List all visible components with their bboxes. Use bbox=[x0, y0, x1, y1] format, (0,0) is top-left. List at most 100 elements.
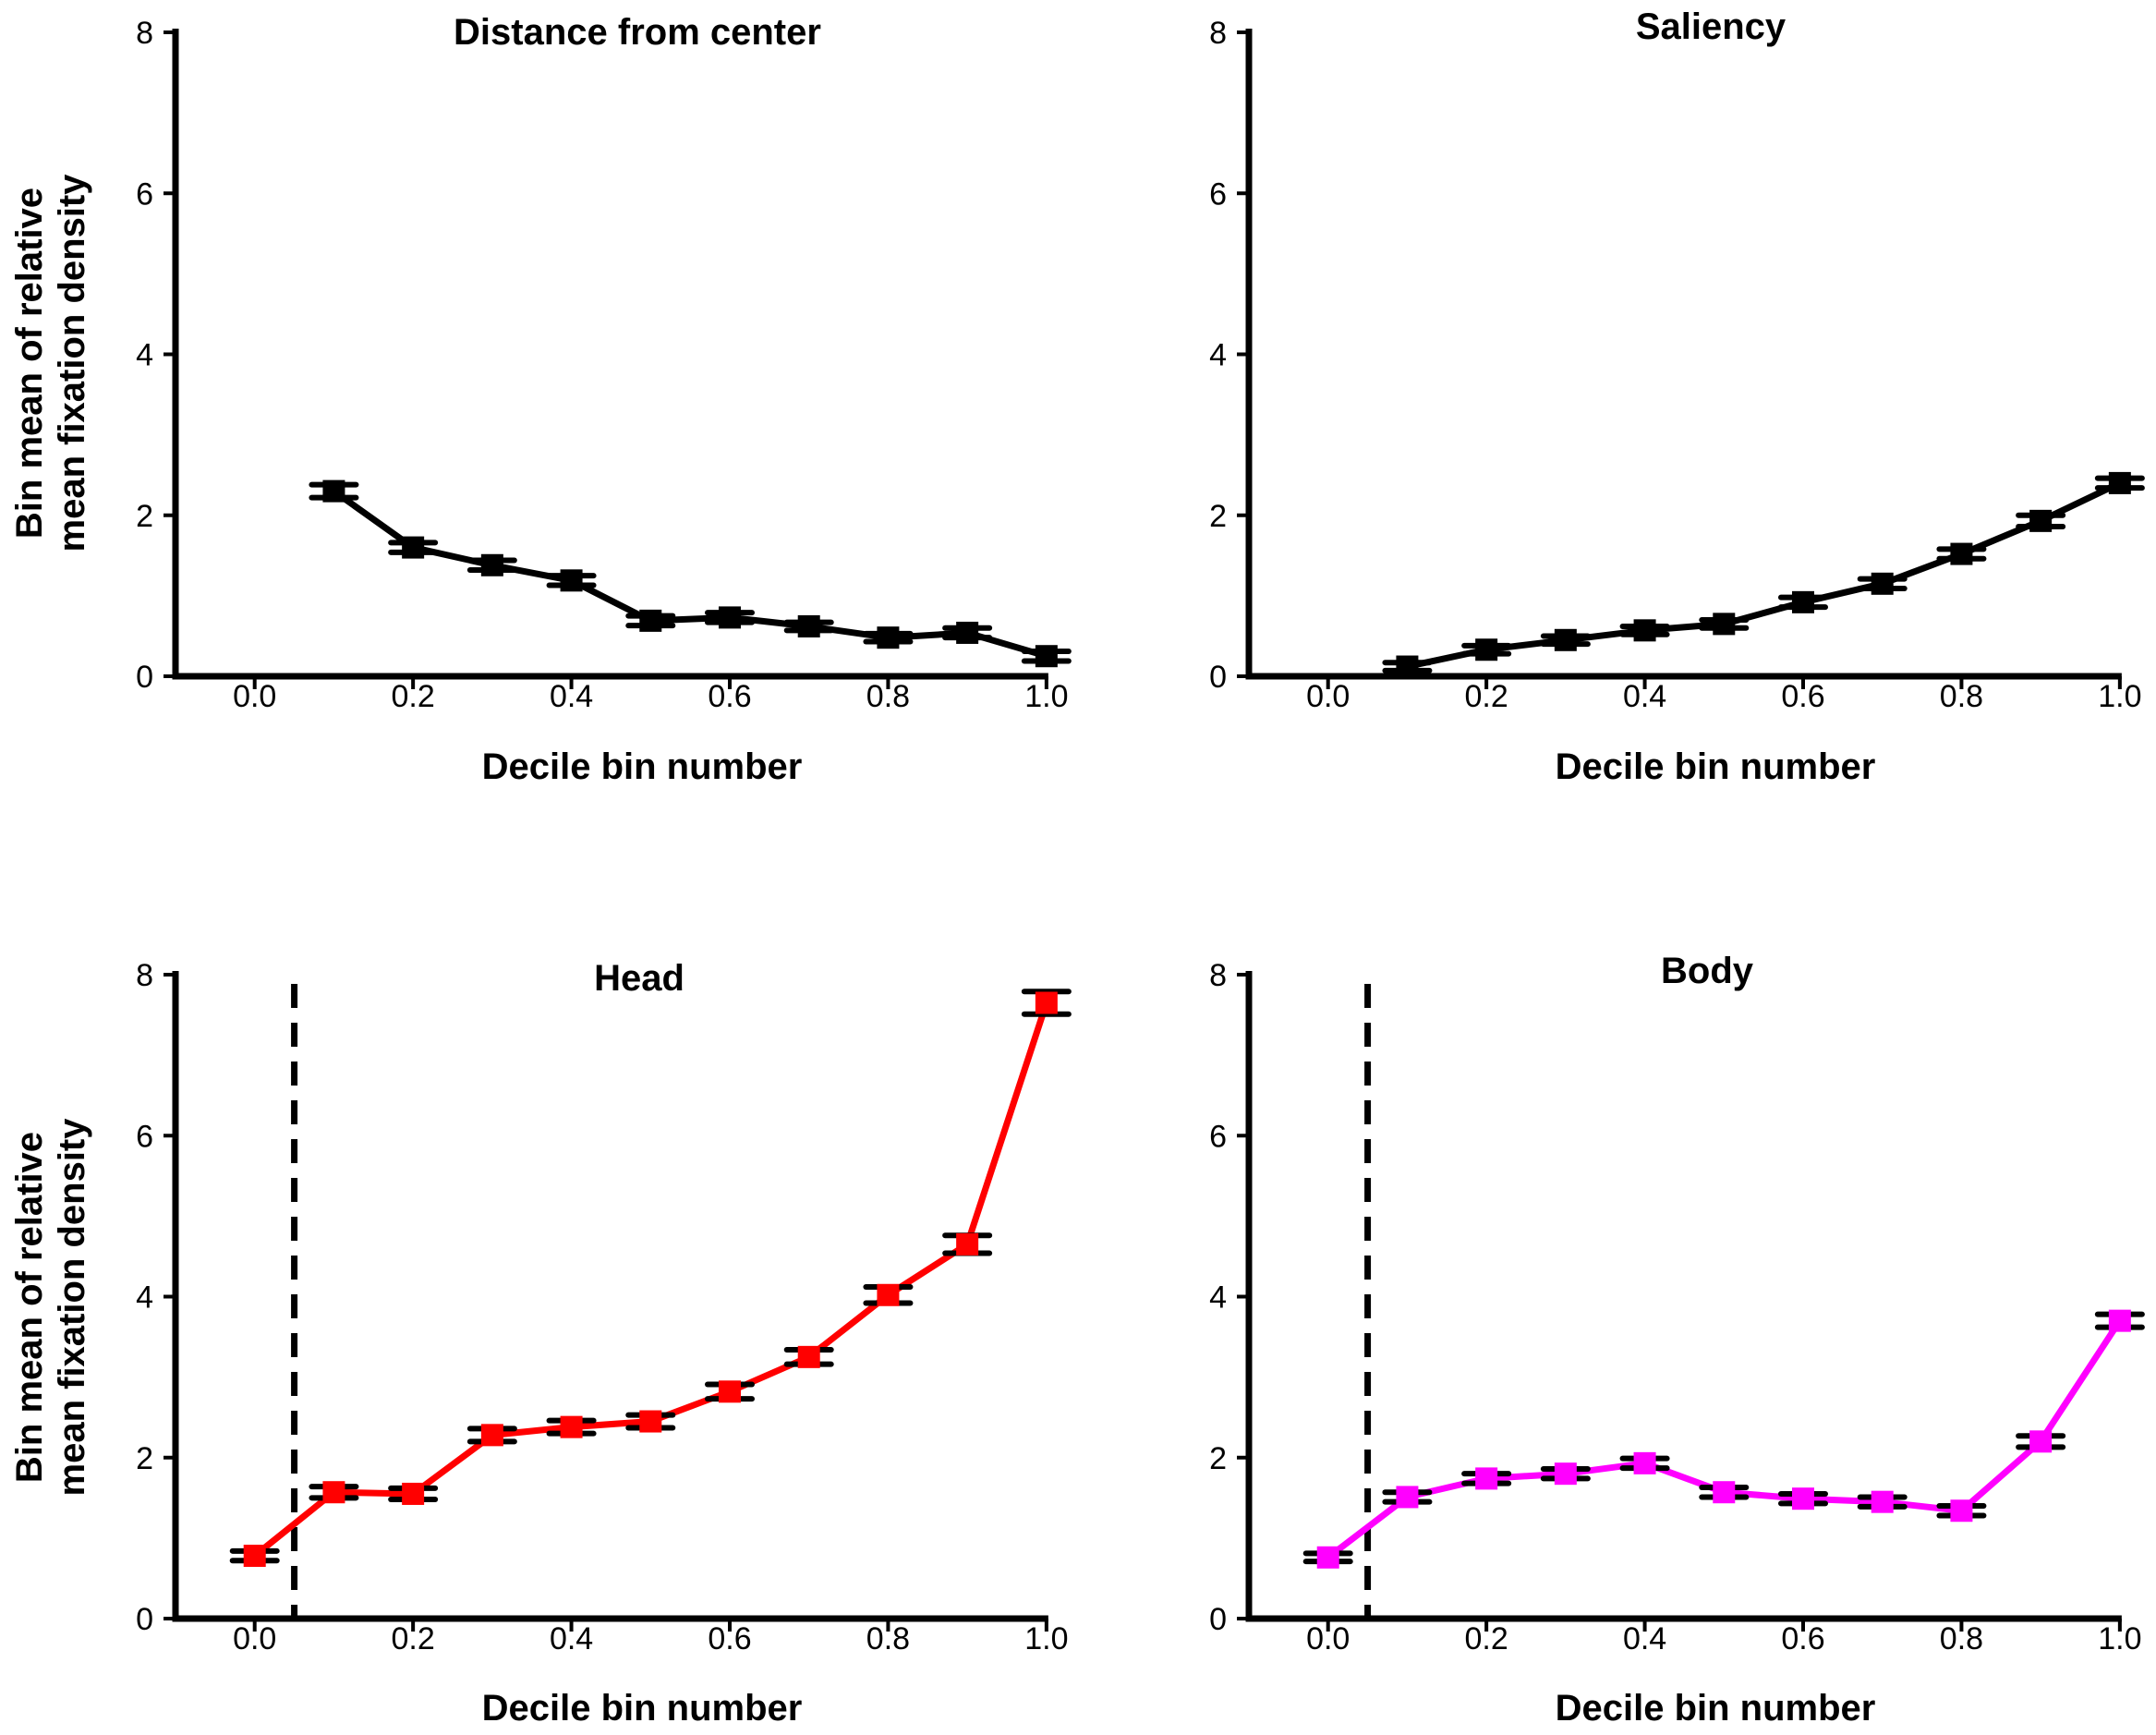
y-axis-title-line-2: mean fixation density bbox=[52, 1118, 92, 1497]
data-point bbox=[1396, 1486, 1419, 1509]
x-axis-title: Decile bin number bbox=[482, 1688, 803, 1729]
y-tick-label: 6 bbox=[1209, 176, 1227, 212]
y-tick-label: 0 bbox=[136, 1602, 153, 1637]
x-tick-label: 0.6 bbox=[1781, 679, 1824, 714]
y-tick-label: 0 bbox=[136, 660, 153, 695]
series-line bbox=[1325, 1317, 2124, 1561]
x-tick-label: 0.0 bbox=[233, 1621, 276, 1656]
y-tick-label: 6 bbox=[136, 1119, 153, 1154]
y-tick-label: 4 bbox=[136, 338, 153, 373]
data-point bbox=[1713, 1481, 1736, 1504]
data-point bbox=[1475, 1467, 1498, 1490]
x-tick-label: 0.2 bbox=[392, 679, 435, 714]
y-tick-label: 4 bbox=[1209, 1280, 1227, 1316]
data-point bbox=[480, 553, 503, 576]
x-tick-label: 0.2 bbox=[1465, 679, 1508, 714]
y-tick-label: 8 bbox=[136, 16, 153, 51]
data-point bbox=[877, 626, 900, 649]
x-tick-label: 0.4 bbox=[1623, 679, 1666, 714]
data-point bbox=[2029, 509, 2053, 532]
data-point bbox=[956, 1232, 979, 1256]
data-point bbox=[560, 1415, 583, 1438]
y-axis-title-line-1: Bin mean of relative bbox=[9, 188, 50, 539]
y-tick-label: 2 bbox=[136, 499, 153, 534]
x-tick-label: 0.0 bbox=[233, 679, 276, 714]
data-point bbox=[322, 479, 345, 503]
panel-saliency: Saliency Decile bin number 0 2 4 6 8 0.0 0.2 0.… bbox=[1209, 6, 2145, 787]
data-point bbox=[2029, 1430, 2053, 1453]
panel-body: Body Decile bin number 0 2 4 6 8 0.0 0.2 0.4 0.6… bbox=[1209, 951, 2145, 1729]
y-tick-label: 8 bbox=[1209, 16, 1227, 51]
x-axis-title: Decile bin number bbox=[1556, 746, 1876, 787]
data-point bbox=[1950, 542, 1973, 565]
x-tick-label: 0.2 bbox=[392, 1621, 435, 1656]
y-tick-label: 2 bbox=[136, 1441, 153, 1476]
y-tick-label: 8 bbox=[1209, 958, 1227, 993]
x-tick-label: 0.6 bbox=[708, 679, 751, 714]
x-tick-label: 1.0 bbox=[2098, 1621, 2141, 1656]
plot-area: 0 2 4 6 8 0.0 0.2 0.4 0.6 0.8 1.0 bbox=[136, 16, 1072, 714]
y-tick-label: 2 bbox=[1209, 1441, 1227, 1476]
panel-title: Saliency bbox=[1636, 6, 1787, 47]
x-tick-label: 0.8 bbox=[1940, 1621, 1983, 1656]
data-point bbox=[1871, 572, 1894, 595]
data-point bbox=[1475, 638, 1498, 661]
x-tick-label: 0.2 bbox=[1465, 1621, 1508, 1656]
data-point bbox=[719, 1380, 741, 1403]
y-tick-label: 8 bbox=[136, 958, 153, 993]
x-tick-label: 1.0 bbox=[1024, 679, 1068, 714]
plot-area: 0 2 4 6 8 0.0 0.2 0.4 0.6 0.8 1.0 bbox=[1209, 16, 2145, 714]
panel-title: Body bbox=[1661, 951, 1754, 991]
data-point bbox=[243, 1545, 266, 1568]
data-point bbox=[639, 609, 662, 632]
series-line bbox=[251, 1000, 1050, 1559]
y-tick-label: 0 bbox=[1209, 1602, 1227, 1637]
data-point bbox=[1396, 655, 1419, 678]
data-point bbox=[1792, 1487, 1814, 1511]
y-tick-label: 0 bbox=[1209, 660, 1227, 695]
data-point bbox=[797, 614, 820, 637]
y-tick-label: 6 bbox=[1209, 1119, 1227, 1154]
data-point bbox=[1316, 1546, 1339, 1569]
series-line bbox=[1403, 479, 2124, 670]
panel-title: Head bbox=[594, 958, 684, 999]
y-tick-label: 2 bbox=[1209, 499, 1227, 534]
data-point bbox=[1871, 1490, 1894, 1513]
data-point bbox=[1035, 991, 1058, 1014]
x-tick-label: 0.0 bbox=[1306, 1621, 1350, 1656]
data-point bbox=[956, 621, 979, 644]
panel-head: Head Decile bin number Bin mean of relat… bbox=[9, 958, 1072, 1729]
data-point bbox=[2108, 471, 2131, 494]
x-tick-label: 0.8 bbox=[1940, 679, 1983, 714]
x-tick-label: 0.8 bbox=[866, 679, 910, 714]
data-point bbox=[322, 1481, 345, 1504]
data-point bbox=[402, 536, 425, 559]
y-tick-label: 6 bbox=[136, 176, 153, 212]
y-axis-title: Bin mean of relative mean fixation densi… bbox=[9, 1118, 92, 1497]
y-tick-label: 4 bbox=[136, 1280, 153, 1316]
y-axis-title-line-2: mean fixation density bbox=[52, 174, 92, 552]
y-tick-label: 4 bbox=[1209, 338, 1227, 373]
plot-area: 0 2 4 6 8 0.0 0.2 0.4 0.6 0.8 1.0 bbox=[136, 958, 1072, 1656]
x-tick-label: 0.4 bbox=[550, 679, 593, 714]
data-point bbox=[1792, 590, 1814, 613]
data-point bbox=[1633, 1451, 1656, 1474]
x-tick-label: 0.4 bbox=[1623, 1621, 1666, 1656]
data-point bbox=[719, 606, 741, 629]
panel-title: Distance from center bbox=[454, 12, 821, 53]
data-point bbox=[402, 1482, 425, 1505]
x-tick-label: 0.8 bbox=[866, 1621, 910, 1656]
x-tick-label: 1.0 bbox=[1024, 1621, 1068, 1656]
data-point bbox=[877, 1283, 900, 1306]
data-point bbox=[1554, 628, 1577, 651]
data-point bbox=[1713, 613, 1736, 636]
data-point bbox=[2108, 1309, 2131, 1332]
x-tick-label: 1.0 bbox=[2098, 679, 2141, 714]
x-tick-label: 0.0 bbox=[1306, 679, 1350, 714]
y-axis-title-line-1: Bin mean of relative bbox=[9, 1132, 50, 1483]
x-axis-title: Decile bin number bbox=[1556, 1688, 1876, 1729]
x-axis-title: Decile bin number bbox=[482, 746, 803, 787]
data-point bbox=[797, 1345, 820, 1368]
panel-distance-from-center: Distance from center Decile bin number B… bbox=[9, 12, 1072, 787]
